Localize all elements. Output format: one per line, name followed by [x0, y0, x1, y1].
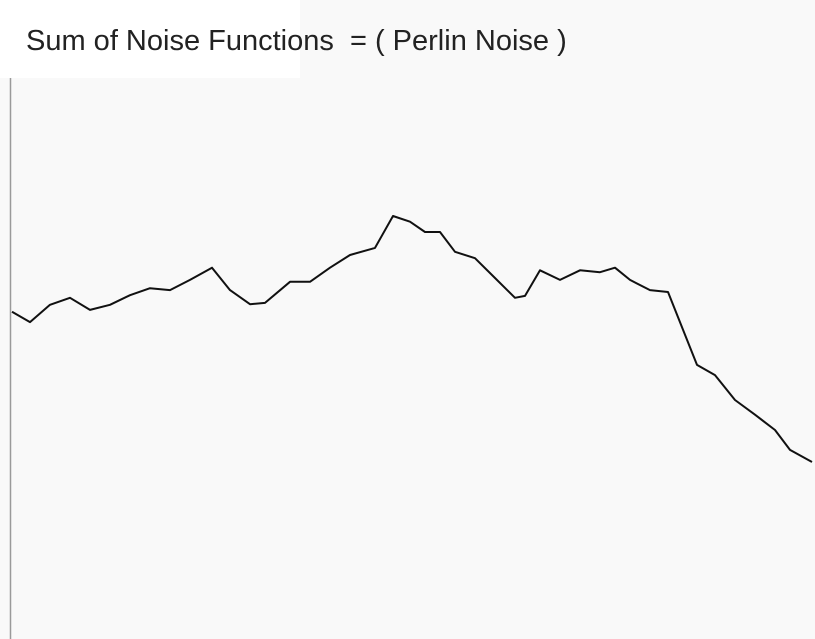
noise-line — [11, 215, 813, 463]
title-background — [0, 0, 300, 78]
chart-title: Sum of Noise Functions = ( Perlin Noise … — [26, 25, 567, 57]
